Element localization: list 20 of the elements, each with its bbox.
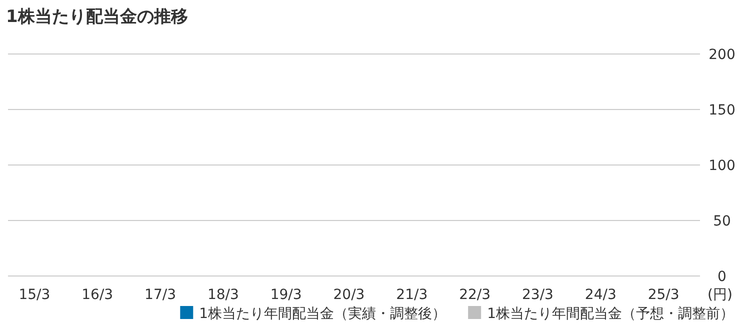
chart-title: 1株当たり配当金の推移 [6, 7, 188, 27]
legend-label: 1株当たり年間配当金（実績・調整後） [199, 306, 446, 322]
y-axis-title: (円) [708, 287, 732, 303]
y-tick-label: 100 [708, 158, 736, 174]
legend-label: 1株当たり年間配当金（予想・調整前） [487, 306, 734, 322]
x-tick-label: 17/3 [144, 287, 176, 303]
x-tick-label: 16/3 [82, 287, 114, 303]
x-tick-label: 21/3 [396, 287, 428, 303]
x-tick-label: 18/3 [207, 287, 239, 303]
y-tick-label: 0 [718, 269, 726, 285]
x-tick-label: 24/3 [584, 287, 616, 303]
x-tick-label: 15/3 [18, 287, 50, 303]
x-tick-label: 20/3 [333, 287, 365, 303]
y-tick-label: 50 [713, 214, 731, 230]
x-tick-label: 19/3 [270, 287, 302, 303]
x-tick-label: 23/3 [522, 287, 554, 303]
x-tick-label: 22/3 [459, 287, 491, 303]
y-tick-label: 200 [708, 47, 736, 63]
y-tick-label: 150 [708, 102, 736, 118]
x-tick-label: 25/3 [648, 287, 680, 303]
